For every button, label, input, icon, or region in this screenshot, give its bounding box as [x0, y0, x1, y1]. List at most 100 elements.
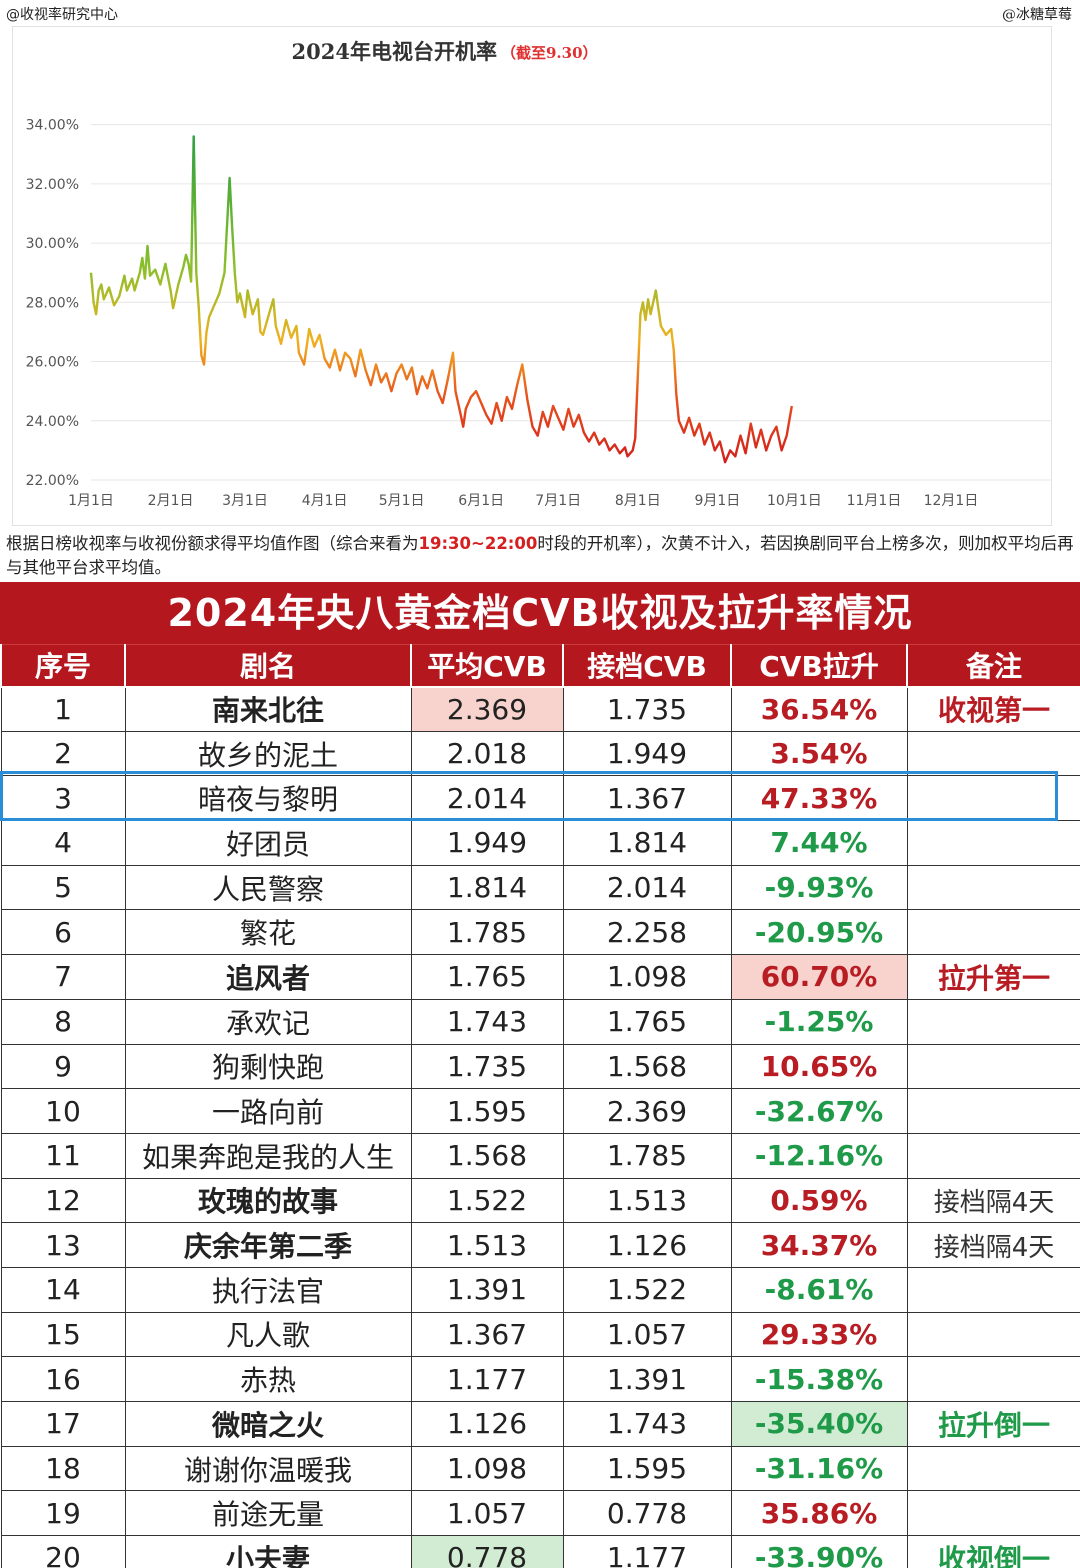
cell-cvb-lift: 35.86%: [730, 1490, 908, 1537]
y-axis-ticks: 22.00% 24.00% 26.00% 28.00% 30.00% 32.00% 34.0…: [26, 118, 79, 489]
cell-cvb-lift: 34.37%: [730, 1222, 908, 1268]
table-row: 20 小夫妻 0.778 1.177 -33.90% 收视倒一: [0, 1535, 1080, 1568]
cell-no: 10: [0, 1088, 126, 1134]
chart-svg: 2024年电视台开机率 （截至9.30） 22.00%24.00%26.00%2…: [26, 39, 1051, 509]
cell-name: 追风者: [124, 954, 412, 1000]
x-tick-label: 6月1日: [458, 493, 504, 509]
cell-name: 庆余年第二季: [124, 1222, 412, 1268]
cell-cvb-lift: -15.38%: [730, 1356, 908, 1402]
cell-avg-cvb: 1.522: [410, 1177, 564, 1224]
note-highlight: 19:30~22:00: [418, 534, 538, 553]
line-chart: 2024年电视台开机率 （截至9.30） 22.00% 24.00% 26.00% 2…: [12, 26, 1052, 526]
cell-cvb-lift: 0.59%: [730, 1177, 908, 1224]
x-tick-label: 4月1日: [302, 493, 348, 509]
cell-next-cvb: 1.949: [562, 730, 732, 777]
cell-next-cvb: 1.814: [562, 820, 732, 866]
cell-next-cvb: 1.765: [562, 998, 732, 1045]
cell-name: 好团员: [124, 820, 412, 866]
cell-name: 微暗之火: [124, 1401, 412, 1447]
cell-cvb-lift: -35.40%: [730, 1401, 908, 1447]
cell-avg-cvb: 1.126: [410, 1401, 564, 1447]
cell-note: [906, 1043, 1080, 1090]
cell-note: 拉升第一: [906, 954, 1080, 1000]
cell-no: 4: [0, 820, 126, 866]
ratings-table: 2024年央八黄金档CVB收视及拉升率情况 序号 剧名 平均CVB 接档CVB …: [0, 582, 1080, 1568]
grid: [91, 124, 1051, 481]
x-tick-label: 1月1日: [68, 493, 114, 509]
cell-avg-cvb: 2.369: [410, 686, 564, 732]
cell-avg-cvb: 1.595: [410, 1088, 564, 1134]
cell-avg-cvb: 1.743: [410, 998, 564, 1045]
table-row: 12 玫瑰的故事 1.522 1.513 0.59% 接档隔4天: [0, 1177, 1080, 1224]
x-tick-label: 11月1日: [847, 493, 902, 509]
cell-next-cvb: 2.258: [562, 909, 732, 956]
y-tick-label: 28.00%: [26, 295, 79, 311]
y-tick-label: 34.00%: [26, 118, 79, 134]
cell-cvb-lift: -8.61%: [730, 1266, 908, 1313]
table-row: 1 南来北往 2.369 1.735 36.54% 收视第一: [0, 686, 1080, 732]
cell-cvb-lift: -9.93%: [730, 864, 908, 911]
cell-avg-cvb: 1.568: [410, 1132, 564, 1179]
cell-note: [906, 1266, 1080, 1313]
cell-name: 赤热: [124, 1356, 412, 1402]
cell-next-cvb: 0.778: [562, 1490, 732, 1537]
cell-note: [906, 1311, 1080, 1358]
chart-title: 2024年电视台开机率: [292, 39, 497, 64]
cell-no: 11: [0, 1132, 126, 1179]
cell-note: 拉升倒一: [906, 1401, 1080, 1447]
cell-next-cvb: 1.785: [562, 1132, 732, 1179]
cell-note: [906, 1356, 1080, 1402]
header-no: 序号: [0, 644, 126, 688]
header-next-cvb: 接档CVB: [562, 644, 732, 688]
cell-next-cvb: 1.595: [562, 1445, 732, 1492]
header-note: 备注: [906, 644, 1080, 688]
header-name: 剧名: [124, 644, 412, 688]
cell-name: 南来北往: [124, 686, 412, 732]
header-avg-cvb: 平均CVB: [410, 644, 564, 688]
cell-name: 如果奔跑是我的人生: [124, 1132, 412, 1179]
cell-next-cvb: 1.367: [562, 775, 732, 822]
cell-name: 玫瑰的故事: [124, 1177, 412, 1224]
cell-next-cvb: 1.126: [562, 1222, 732, 1268]
note-text-before: 根据日榜收视率与收视份额求得平均值作图（综合来看为: [6, 534, 419, 553]
cell-note: [906, 864, 1080, 911]
cell-name: 狗剩快跑: [124, 1043, 412, 1090]
cell-cvb-lift: 36.54%: [730, 686, 908, 732]
cell-no: 6: [0, 909, 126, 956]
cell-name: 人民警察: [124, 864, 412, 911]
cell-avg-cvb: 1.785: [410, 909, 564, 956]
cell-next-cvb: 1.743: [562, 1401, 732, 1447]
cell-no: 17: [0, 1401, 126, 1447]
cell-avg-cvb: 1.814: [410, 864, 564, 911]
table-row: 16 赤热 1.177 1.391 -15.38%: [0, 1356, 1080, 1402]
cell-note: 接档隔4天: [906, 1222, 1080, 1268]
y-tick-label: 22.00%: [26, 473, 79, 489]
x-tick-label: 12月1日: [924, 493, 979, 509]
cell-next-cvb: 1.522: [562, 1266, 732, 1313]
cell-avg-cvb: 1.098: [410, 1445, 564, 1492]
cell-avg-cvb: 2.014: [410, 775, 564, 822]
cell-next-cvb: 2.014: [562, 864, 732, 911]
table-row: 19 前途无量 1.057 0.778 35.86%: [0, 1490, 1080, 1537]
cell-name: 一路向前: [124, 1088, 412, 1134]
table-row: 13 庆余年第二季 1.513 1.126 34.37% 接档隔4天: [0, 1222, 1080, 1268]
cell-avg-cvb: 1.391: [410, 1266, 564, 1313]
y-tick-label: 30.00%: [26, 236, 79, 252]
cell-no: 13: [0, 1222, 126, 1268]
table-row: 18 谢谢你温暖我 1.098 1.595 -31.16%: [0, 1445, 1080, 1492]
cell-cvb-lift: 60.70%: [730, 954, 908, 1000]
cell-next-cvb: 1.057: [562, 1311, 732, 1358]
cell-no: 20: [0, 1535, 126, 1568]
cell-avg-cvb: 1.513: [410, 1222, 564, 1268]
table-row: 3 暗夜与黎明 2.014 1.367 47.33%: [0, 775, 1080, 822]
table-row: 10 一路向前 1.595 2.369 -32.67%: [0, 1088, 1080, 1134]
cell-name: 故乡的泥土: [124, 730, 412, 777]
cell-note: [906, 820, 1080, 866]
x-tick-label: 2月1日: [148, 493, 194, 509]
note-text-after: 时段的开机率），次黄不计入，若因换剧同平台上榜多次，则加权平均后再与其他平台求平…: [6, 534, 1074, 577]
watermark-left: @收视率研究中心: [6, 7, 118, 23]
cell-cvb-lift: 7.44%: [730, 820, 908, 866]
table-row: 5 人民警察 1.814 2.014 -9.93%: [0, 864, 1080, 911]
cell-note: [906, 909, 1080, 956]
cell-name: 小夫妻: [124, 1535, 412, 1568]
